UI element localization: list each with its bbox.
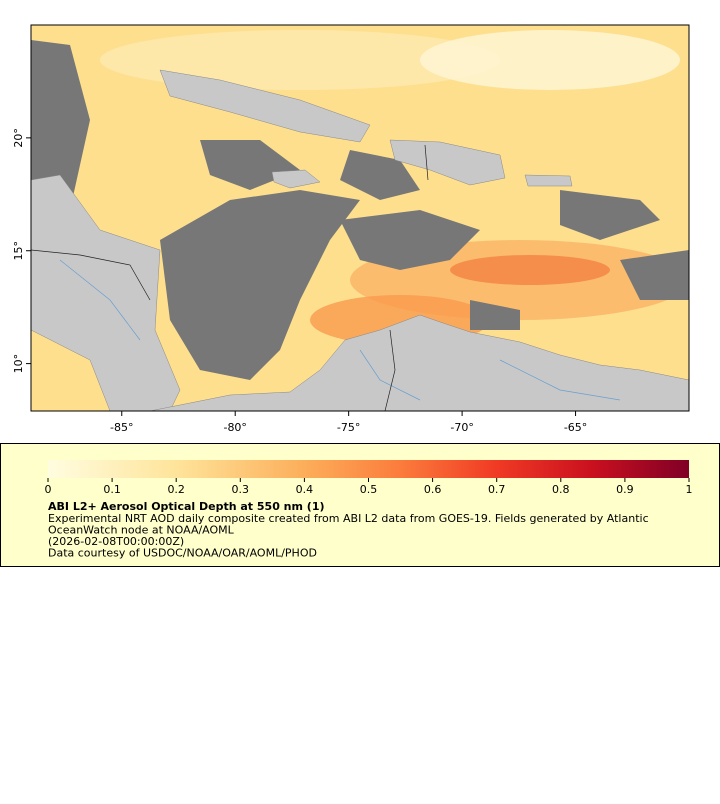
colorbar-tick-label: 0.8: [552, 483, 570, 496]
legend-line: Experimental NRT AOD daily composite cre…: [48, 512, 649, 525]
legend-line: Data courtesy of USDOC/NOAA/OAR/AOML/PHO…: [48, 547, 317, 560]
x-tick-label: -80°: [223, 421, 246, 434]
y-tick-label: 10°: [12, 354, 25, 374]
colorbar: [48, 460, 689, 478]
legend-title: ABI L2+ Aerosol Optical Depth at 550 nm …: [48, 500, 325, 513]
y-tick-label: 15°: [12, 241, 25, 261]
colorbar-tick-label: 0.6: [424, 483, 442, 496]
colorbar-tick-label: 1: [686, 483, 693, 496]
colorbar-tick-label: 0.7: [488, 483, 506, 496]
colorbar-tick-label: 0.3: [232, 483, 250, 496]
map-raster: [31, 25, 689, 411]
legend-line: (2026-02-08T00:00:00Z): [48, 535, 184, 548]
x-tick-label: -70°: [450, 421, 473, 434]
colorbar-tick-label: 0.5: [360, 483, 378, 496]
colorbar-tick-label: 0.1: [103, 483, 121, 496]
map-frame: [30, 24, 690, 412]
colorbar-tick-label: 0.2: [167, 483, 185, 496]
colorbar-tick-label: 0.9: [616, 483, 634, 496]
x-tick-label: -85°: [110, 421, 133, 434]
colorbar-tick-label: 0.4: [296, 483, 314, 496]
x-tick-label: -65°: [564, 421, 587, 434]
colorbar-tick-label: 0: [45, 483, 52, 496]
legend-line: OceanWatch node at NOAA/AOML: [48, 524, 235, 537]
y-tick-label: 20°: [12, 128, 25, 148]
x-tick-label: -75°: [337, 421, 360, 434]
